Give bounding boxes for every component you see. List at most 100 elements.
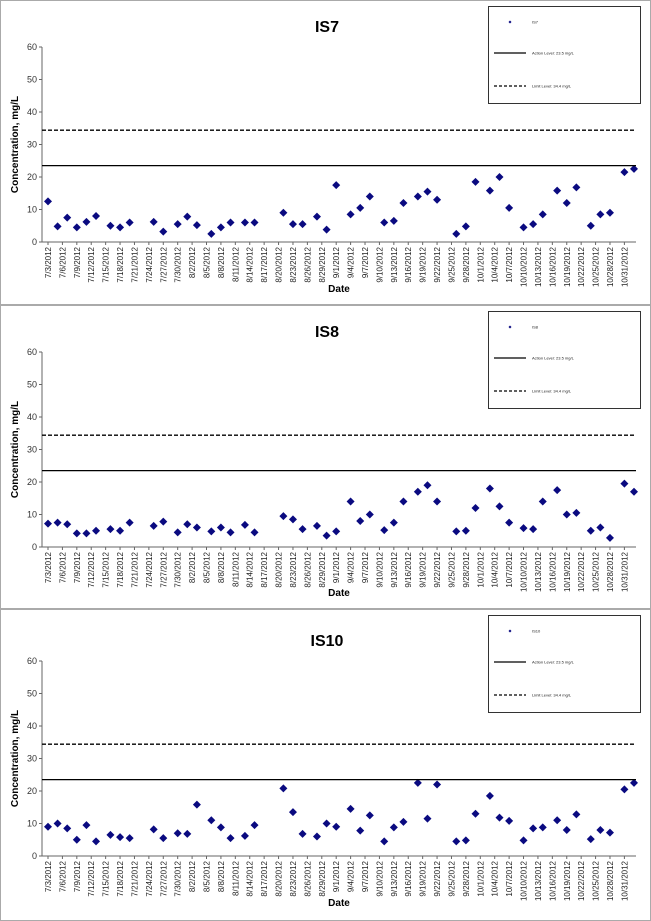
data-point bbox=[279, 512, 288, 521]
x-tick-label: 7/3/2012 bbox=[44, 551, 53, 583]
x-tick-label: 10/25/2012 bbox=[592, 246, 601, 287]
data-point bbox=[495, 502, 504, 511]
x-tick-label: 7/12/2012 bbox=[87, 551, 96, 587]
x-tick-label: 8/23/2012 bbox=[289, 551, 298, 587]
chart-title: IS7 bbox=[315, 19, 339, 36]
data-point bbox=[630, 778, 638, 787]
data-point bbox=[389, 518, 398, 527]
chart-title: IS8 bbox=[315, 324, 339, 341]
x-tick-label: 7/3/2012 bbox=[44, 860, 53, 892]
x-tick-label: 10/28/2012 bbox=[606, 246, 615, 287]
data-point bbox=[63, 824, 72, 833]
x-tick-label: 9/4/2012 bbox=[347, 860, 356, 892]
x-tick-label: 9/22/2012 bbox=[433, 860, 442, 896]
chart-panel-is10: IS10 IS10 Action Level: 23.5 mg/L Limit Lev… bbox=[0, 609, 651, 921]
data-point bbox=[106, 221, 115, 230]
data-point bbox=[365, 510, 374, 519]
x-tick-label: 8/14/2012 bbox=[246, 860, 255, 896]
x-tick-label: 7/27/2012 bbox=[159, 551, 168, 587]
data-point bbox=[630, 164, 638, 173]
x-tick-label: 10/31/2012 bbox=[620, 860, 629, 901]
data-point bbox=[207, 229, 216, 238]
data-point bbox=[413, 487, 422, 496]
data-point bbox=[413, 192, 422, 201]
data-point bbox=[538, 210, 547, 219]
data-point bbox=[529, 220, 538, 229]
data-point bbox=[356, 203, 365, 212]
x-tick-label: 10/4/2012 bbox=[491, 860, 500, 896]
legend-label: Action Level: 23.5 mg/L bbox=[532, 356, 575, 361]
legend-label: IS7 bbox=[532, 20, 539, 25]
y-tick-label: 40 bbox=[27, 412, 37, 422]
x-tick-label: 7/9/2012 bbox=[73, 551, 82, 583]
x-tick-label: 8/17/2012 bbox=[260, 551, 269, 587]
data-point bbox=[389, 216, 398, 225]
data-point bbox=[399, 817, 408, 826]
x-tick-label: 9/13/2012 bbox=[390, 246, 399, 282]
data-point bbox=[173, 829, 182, 838]
data-point bbox=[192, 523, 201, 532]
y-tick-label: 10 bbox=[27, 819, 37, 829]
data-point bbox=[116, 833, 125, 842]
data-point bbox=[356, 517, 365, 525]
x-tick-label: 10/13/2012 bbox=[534, 246, 543, 287]
x-tick-label: 8/17/2012 bbox=[260, 246, 269, 282]
data-point bbox=[149, 521, 158, 530]
x-tick-label: 10/31/2012 bbox=[620, 246, 629, 287]
x-tick-label: 10/28/2012 bbox=[606, 551, 615, 592]
chart-is8: IS8 IS8 Action Level: 23.5 mg/L Limit Level… bbox=[0, 305, 651, 609]
data-point bbox=[207, 527, 216, 536]
data-point bbox=[63, 213, 72, 222]
data-point bbox=[505, 518, 514, 527]
x-tick-label: 10/22/2012 bbox=[577, 860, 586, 901]
data-point bbox=[605, 533, 614, 542]
y-tick-label: 40 bbox=[27, 721, 37, 731]
data-point bbox=[322, 225, 331, 234]
x-tick-label: 9/13/2012 bbox=[390, 551, 399, 587]
y-tick-label: 50 bbox=[27, 689, 37, 699]
data-point bbox=[346, 497, 355, 506]
x-tick-label: 8/26/2012 bbox=[303, 246, 312, 282]
data-point bbox=[586, 526, 595, 535]
x-tick-label: 9/10/2012 bbox=[375, 860, 384, 896]
x-tick-label: 9/28/2012 bbox=[462, 246, 471, 282]
x-tick-label: 10/19/2012 bbox=[563, 246, 572, 287]
data-point bbox=[183, 212, 192, 221]
x-tick-label: 7/21/2012 bbox=[130, 860, 139, 896]
x-tick-label: 9/7/2012 bbox=[361, 551, 370, 583]
x-tick-label: 10/13/2012 bbox=[534, 551, 543, 592]
legend-label: Action Level: 23.5 mg/L bbox=[532, 51, 575, 56]
y-tick-label: 30 bbox=[27, 445, 37, 455]
data-point bbox=[380, 218, 389, 227]
data-point bbox=[586, 835, 595, 844]
x-tick-label: 9/19/2012 bbox=[419, 246, 428, 282]
data-point bbox=[125, 518, 134, 527]
data-point bbox=[485, 186, 494, 195]
data-point bbox=[471, 177, 480, 186]
data-point bbox=[423, 814, 432, 823]
x-tick-label: 8/5/2012 bbox=[203, 246, 212, 278]
x-tick-label: 9/13/2012 bbox=[390, 860, 399, 896]
data-point bbox=[461, 222, 470, 231]
data-point bbox=[596, 210, 605, 219]
data-point bbox=[159, 834, 168, 843]
x-tick-label: 9/7/2012 bbox=[361, 860, 370, 892]
data-point bbox=[53, 819, 62, 828]
chart-panel-is7: IS7 IS7 Action Level: 23.5 mg/L Limit Level… bbox=[0, 0, 651, 305]
data-point bbox=[183, 829, 192, 838]
data-point bbox=[433, 780, 442, 789]
x-tick-label: 7/6/2012 bbox=[58, 860, 67, 892]
x-tick-label: 9/10/2012 bbox=[375, 246, 384, 282]
x-tick-label: 10/1/2012 bbox=[476, 860, 485, 896]
data-point bbox=[596, 523, 605, 532]
x-tick-label: 8/11/2012 bbox=[231, 551, 240, 587]
data-point bbox=[288, 220, 297, 229]
data-point bbox=[630, 487, 638, 496]
x-tick-label: 10/1/2012 bbox=[476, 246, 485, 282]
data-point bbox=[399, 497, 408, 506]
x-axis-label: Date bbox=[328, 284, 350, 295]
x-tick-label: 7/30/2012 bbox=[174, 860, 183, 896]
data-point bbox=[346, 804, 355, 813]
data-point bbox=[620, 785, 629, 794]
data-point bbox=[44, 519, 52, 528]
